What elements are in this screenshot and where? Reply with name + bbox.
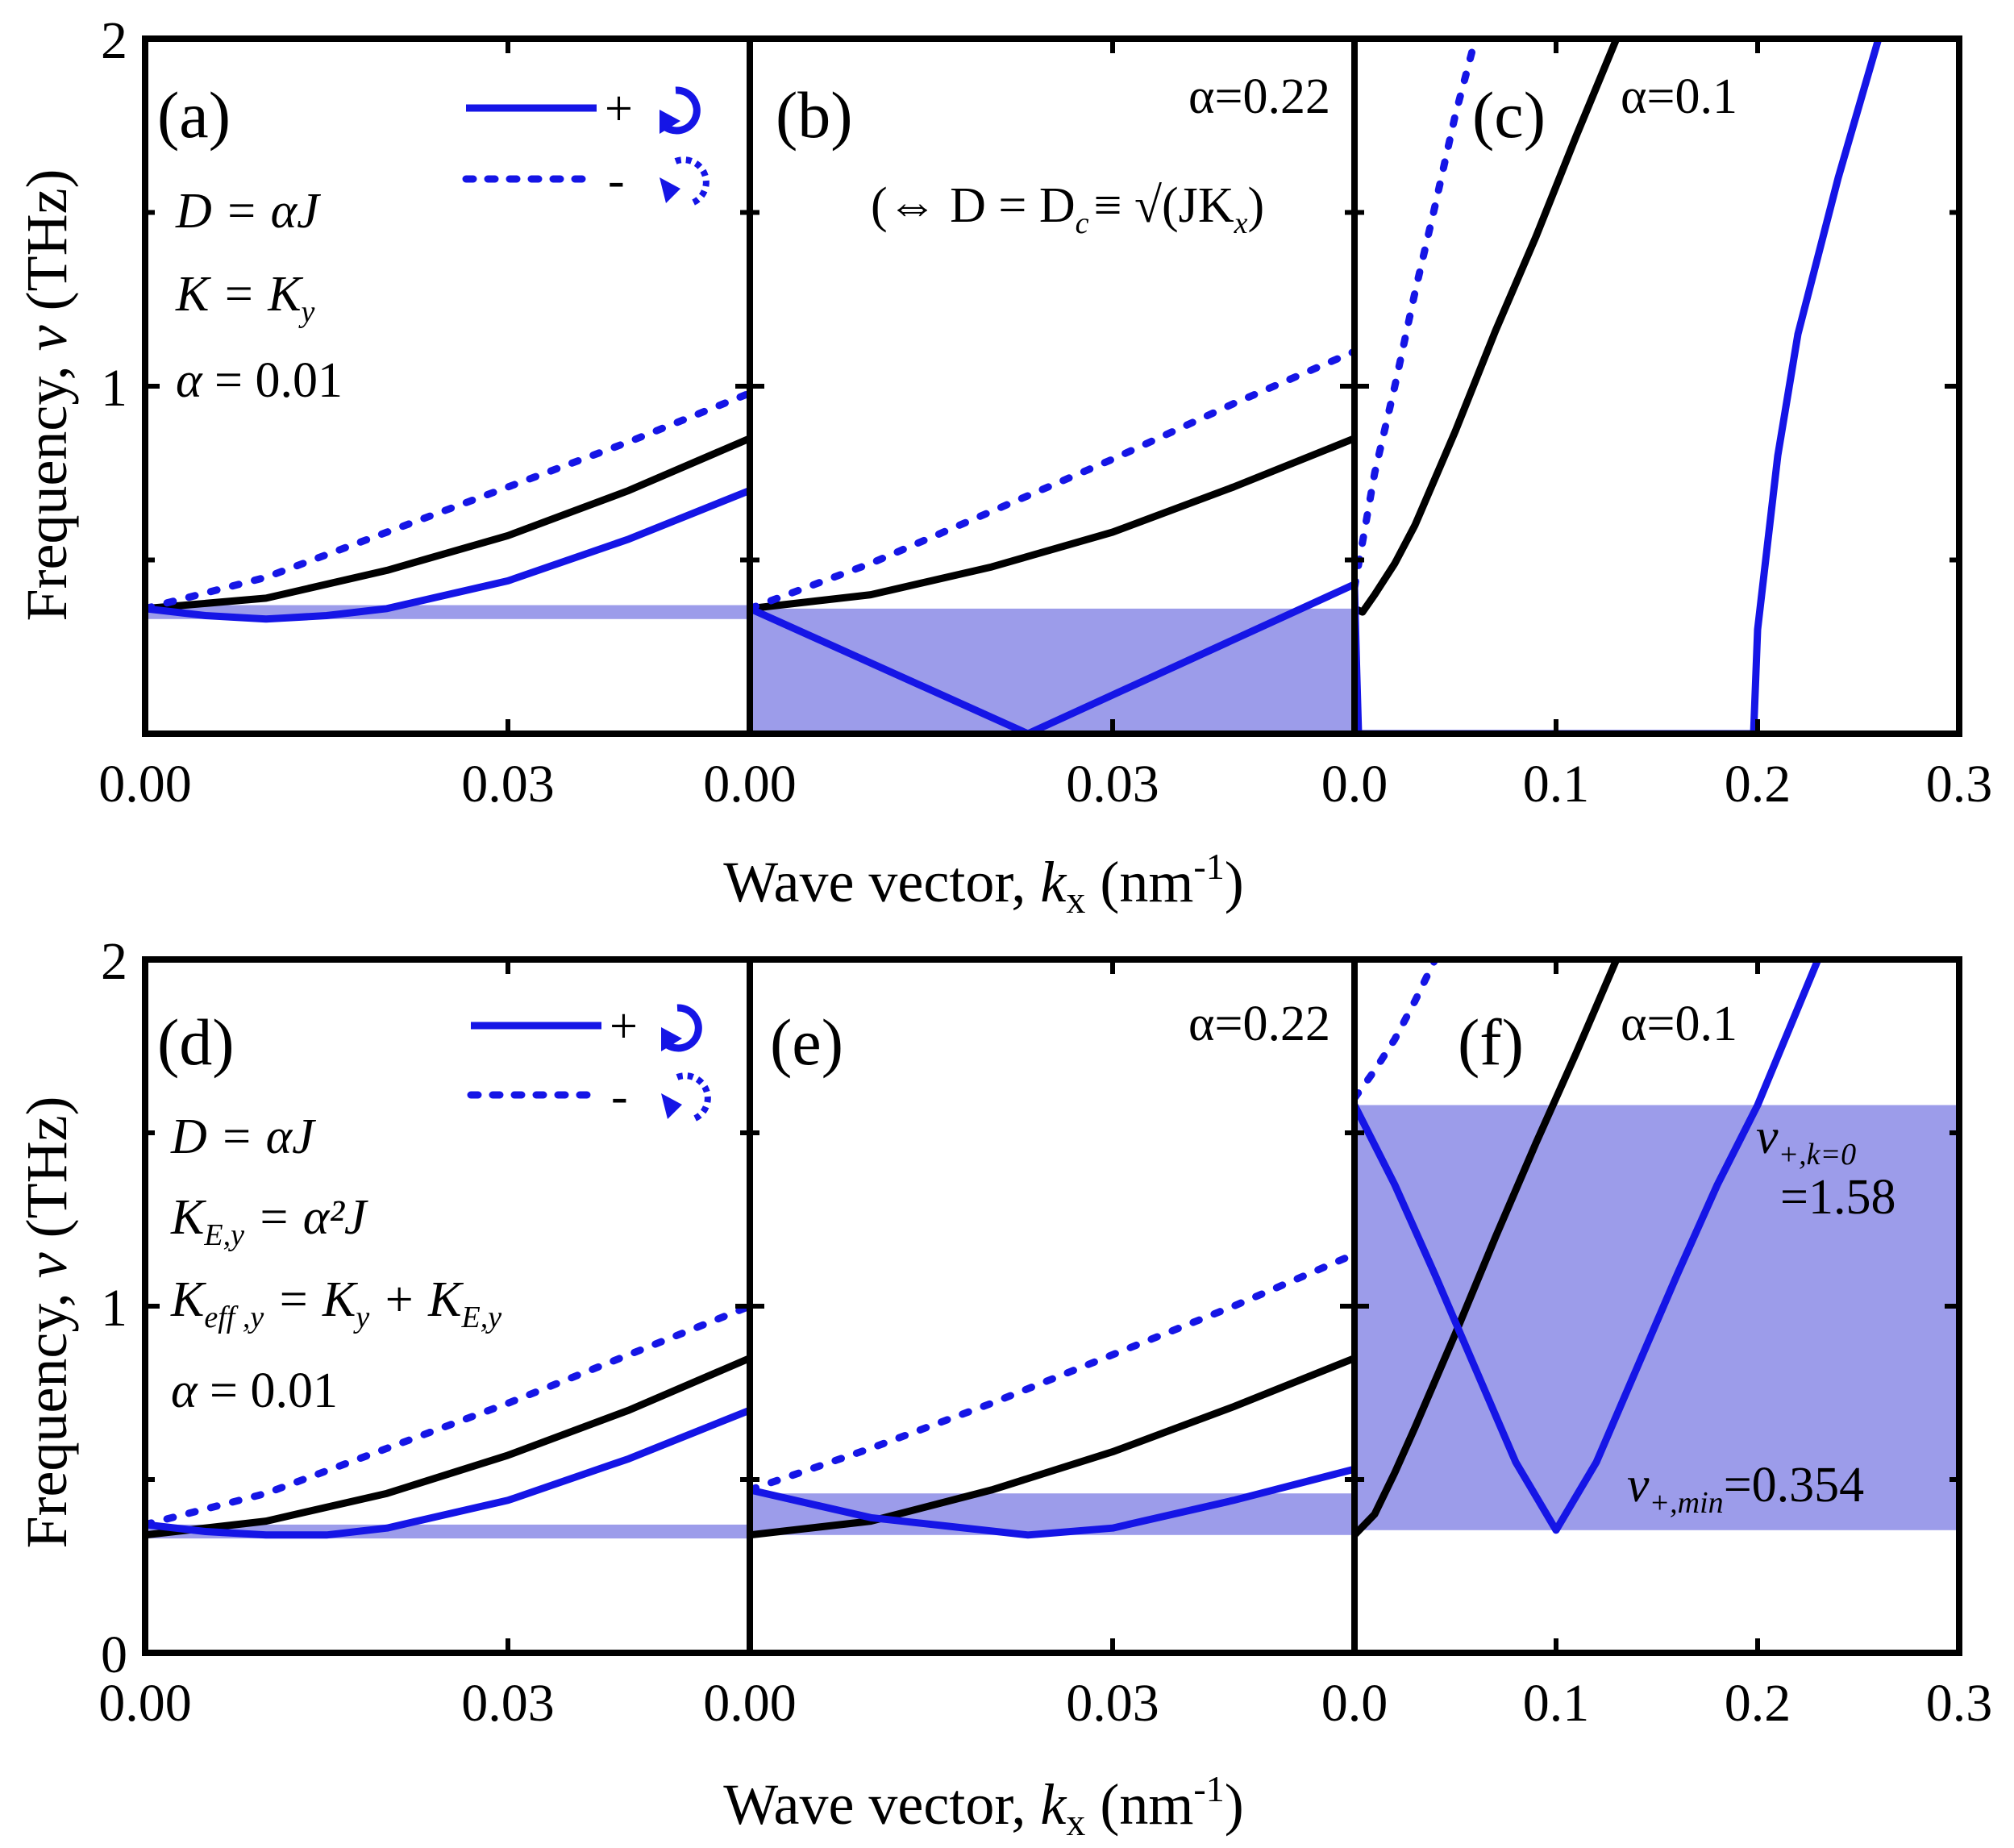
panel-label-f: (f) xyxy=(1458,1005,1524,1079)
anno-a-alpha: α = 0.01 xyxy=(176,353,343,408)
series-e-minus xyxy=(750,1251,1354,1494)
note-b: (⇔ D = Dc≡ √(JKx) xyxy=(871,178,1264,240)
alpha-b: α=0.22 xyxy=(1188,69,1330,124)
legend-minus-sign: - xyxy=(611,1069,628,1124)
panel-frame-c xyxy=(1351,35,1962,737)
x-tick-label-c: 0.1 xyxy=(1523,755,1590,814)
anno-a-K: K = Ky xyxy=(175,267,315,329)
x-tick-label-f: 0.0 xyxy=(1321,1674,1388,1733)
y-tick-label-a: 2 xyxy=(101,11,127,70)
label-vmin: v+,min=0.354 xyxy=(1627,1458,1864,1520)
panel-label-d: (d) xyxy=(157,1005,235,1079)
x-tick-label-d: 0.00 xyxy=(98,1674,192,1733)
x-axis-title-top: Wave vector, kx (nm-1) xyxy=(723,846,1243,922)
series-f-plus xyxy=(1354,959,1822,1534)
rotation-ccw-icon xyxy=(676,1072,711,1122)
anno-d-alpha: α = 0.01 xyxy=(171,1363,338,1418)
arrowhead-icon-2 xyxy=(660,177,680,203)
series-a-black xyxy=(145,435,750,613)
x-tick-label-c: 0.2 xyxy=(1725,755,1791,814)
panel-label-c: (c) xyxy=(1472,78,1546,152)
y-axis-title-bottom: Frequency, v (THz) xyxy=(15,1096,79,1548)
series-a-minus xyxy=(145,389,750,613)
anno-d-KE: KE,y = α²J xyxy=(170,1190,368,1252)
x-tick-label-f: 0.1 xyxy=(1523,1674,1590,1733)
legend-plus-sign: + xyxy=(605,81,633,136)
legend-plus-sign: + xyxy=(610,999,638,1054)
legend-bottom: + - xyxy=(467,999,711,1124)
y-tick-label-d: 0 xyxy=(101,1625,127,1684)
x-tick-label-e: 0.00 xyxy=(703,1674,797,1733)
x-tick-label-f: 0.3 xyxy=(1926,1674,1993,1733)
y-tick-label-d: 1 xyxy=(101,1279,127,1338)
x-tick-label-a: 0.00 xyxy=(98,755,192,814)
panel-label-a: (a) xyxy=(157,78,231,152)
y-axis-title-top: Frequency, v (THz) xyxy=(15,169,79,621)
legend-top: + - xyxy=(462,81,709,208)
x-tick-label-b: 0.03 xyxy=(1066,755,1159,814)
label-vk0: v+,k=0 xyxy=(1756,1109,1856,1172)
arrowhead-icon-2 xyxy=(661,1093,682,1119)
alpha-c: α=0.1 xyxy=(1621,69,1737,124)
series-d-plus xyxy=(145,1406,750,1539)
x-tick-label-d: 0.03 xyxy=(461,1674,555,1733)
anno-d-Keff: Keff ,y = Ky + KE,y xyxy=(170,1272,501,1334)
x-tick-label-f: 0.2 xyxy=(1725,1674,1791,1733)
x-tick-label-c: 0.0 xyxy=(1321,755,1388,814)
series-d-black xyxy=(145,1355,750,1539)
arrowhead-icon xyxy=(660,110,680,134)
legend-minus-sign: - xyxy=(608,153,625,208)
shaded-bands xyxy=(145,605,1959,1539)
series-c-minus xyxy=(1354,39,1479,592)
series-b-plus xyxy=(750,581,1354,734)
x-tick-label-c: 0.3 xyxy=(1926,755,1993,814)
arrowhead-icon xyxy=(661,1027,682,1051)
panel-label-e: (e) xyxy=(770,1005,843,1079)
series-e-black xyxy=(750,1355,1354,1539)
series-b-black xyxy=(750,435,1354,613)
x-tick-label-e: 0.03 xyxy=(1066,1674,1159,1733)
rotation-cw-icon xyxy=(660,86,701,135)
x-tick-label-a: 0.03 xyxy=(461,755,555,814)
series-c-plus xyxy=(1354,39,1883,734)
alpha-f: α=0.1 xyxy=(1621,997,1737,1051)
y-tick-label-a: 1 xyxy=(101,359,127,418)
series-f-minus xyxy=(1354,959,1439,1102)
series-f-black xyxy=(1354,959,1621,1538)
alpha-e: α=0.22 xyxy=(1188,997,1330,1051)
series-layer xyxy=(145,39,1883,1539)
rotation-ccw-icon xyxy=(674,156,709,206)
label-vk0-value: =1.58 xyxy=(1780,1170,1895,1225)
series-b-minus xyxy=(750,348,1354,613)
rotation-cw-icon xyxy=(661,1004,702,1052)
tick-layer: 0.00 0.03 1 2 0.00 0.03 0.0 0.1 0.2 0.3 0.00 0.03 0 1… xyxy=(98,11,1992,1733)
series-e-plus xyxy=(750,1465,1354,1539)
anno-d-D: D = αJ xyxy=(170,1109,316,1164)
x-tick-label-b: 0.00 xyxy=(703,755,797,814)
panel-label-b: (b) xyxy=(776,78,853,152)
series-c-black xyxy=(1354,39,1621,616)
x-axis-title-bottom: Wave vector, kx (nm-1) xyxy=(723,1768,1243,1844)
series-a-plus xyxy=(145,487,750,623)
y-tick-label-d: 2 xyxy=(101,932,127,991)
anno-a-D: D = αJ xyxy=(175,184,321,239)
series-d-minus xyxy=(145,1302,750,1529)
